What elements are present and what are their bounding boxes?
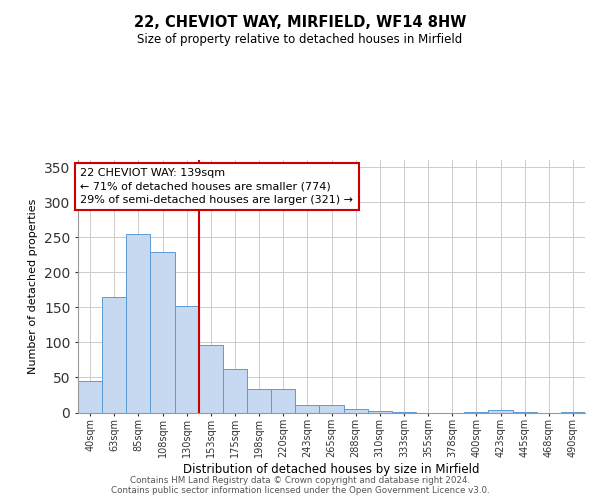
Bar [151,252,175,412]
Text: Contains HM Land Registry data © Crown copyright and database right 2024.
Contai: Contains HM Land Registry data © Crown c… [110,476,490,495]
Bar [271,390,295,412]
X-axis label: Distribution of detached houses by size in Mirfield: Distribution of detached houses by size … [183,463,480,476]
Text: 22 CHEVIOT WAY: 139sqm
← 71% of detached houses are smaller (774)
29% of semi-de: 22 CHEVIOT WAY: 139sqm ← 71% of detached… [80,168,353,205]
Y-axis label: Number of detached properties: Number of detached properties [28,198,38,374]
Bar [175,306,199,412]
Bar [247,388,271,412]
Bar [102,297,126,412]
Bar [223,369,247,412]
Bar [368,411,392,412]
Bar [319,406,344,412]
Bar [78,381,102,412]
Bar [488,410,512,412]
Bar [295,405,319,412]
Bar [344,409,368,412]
Bar [199,345,223,412]
Text: Size of property relative to detached houses in Mirfield: Size of property relative to detached ho… [137,32,463,46]
Bar [126,234,151,412]
Text: 22, CHEVIOT WAY, MIRFIELD, WF14 8HW: 22, CHEVIOT WAY, MIRFIELD, WF14 8HW [134,15,466,30]
